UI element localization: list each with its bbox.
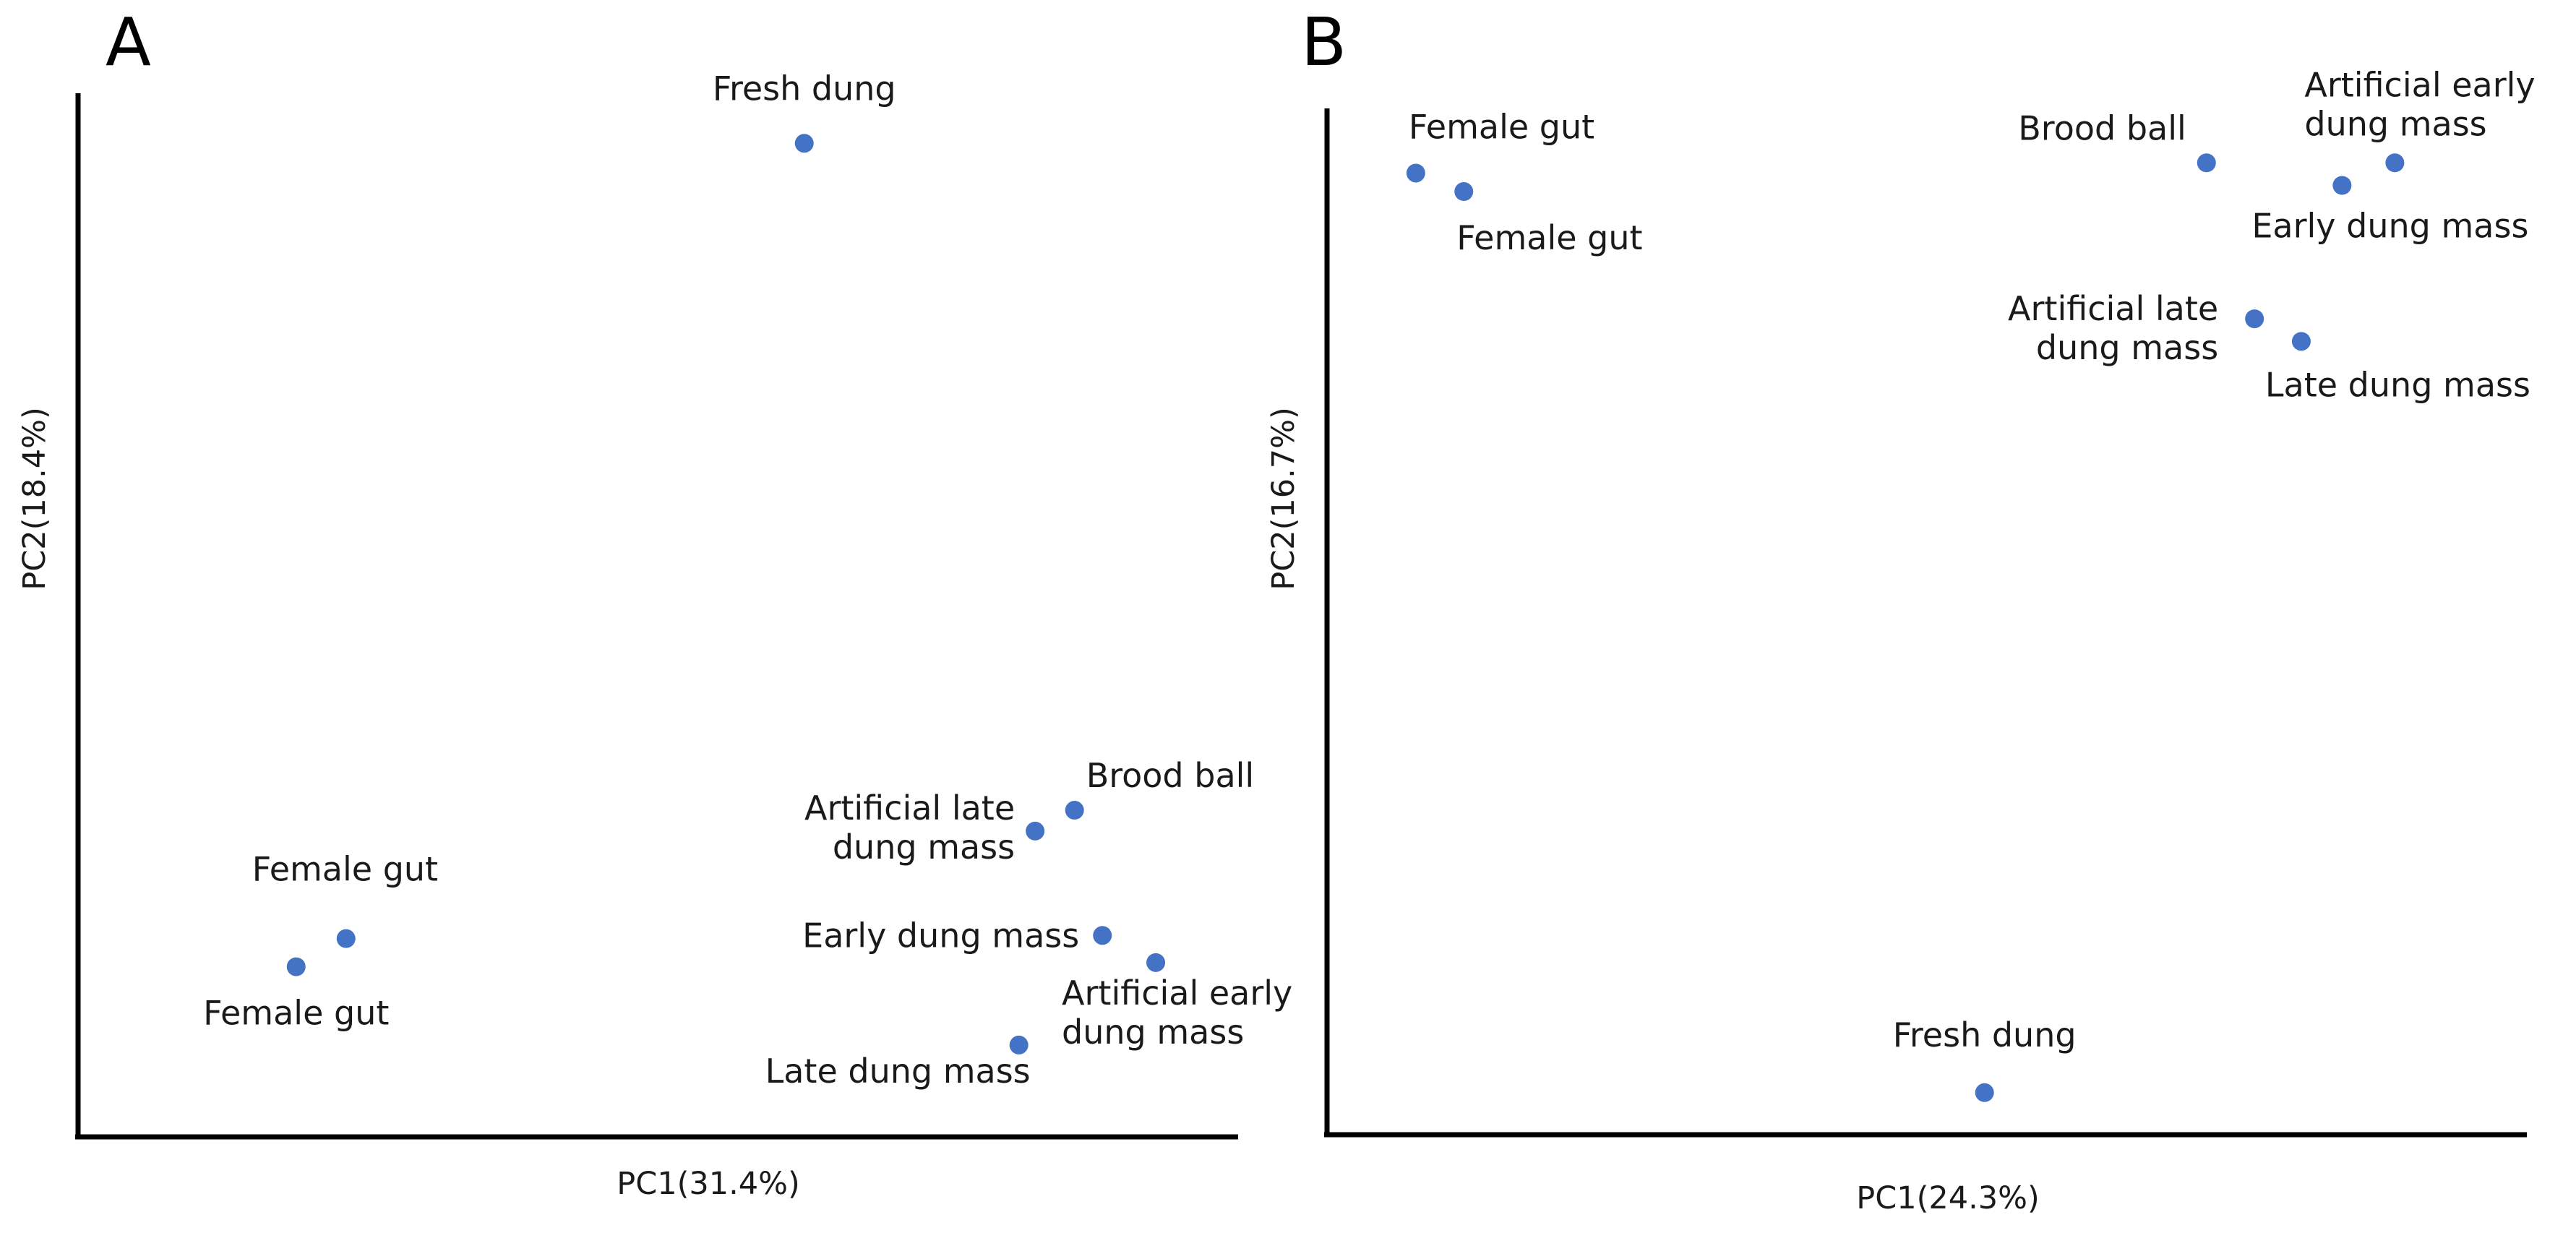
panel-a-point-label-3: Early dung mass (802, 916, 1079, 955)
panel-b-point-0 (1406, 163, 1425, 183)
panel-b-point-7 (1975, 1083, 1994, 1102)
panel-b-point-label-4-line-0: Early dung mass (2251, 207, 2528, 246)
panel-b-point-6 (2291, 332, 2311, 351)
panel-b-points (1406, 153, 2405, 1102)
panel-a-point-2 (1026, 821, 1045, 841)
panel-a-point-label-1: Brood ball (1086, 756, 1255, 795)
panel-a-point-label-0: Fresh dung (713, 69, 896, 108)
panel-b-point-label-3-line-1: dung mass (2304, 104, 2486, 143)
panel-b-point-label-1-line-0: Female gut (1456, 218, 1642, 257)
panel-a-point-4 (1146, 953, 1166, 972)
panel-a-point-label-3-line-0: Early dung mass (802, 916, 1079, 955)
panel-b-point-label-5: Artificial late dung mass (2008, 289, 2218, 367)
panel-a-point-label-4-line-0: Artificial early (1062, 974, 1292, 1013)
panel-a-point-label-6: Female gut (252, 850, 438, 889)
panel-a-point-label-0-line-0: Fresh dung (713, 69, 896, 108)
panel-b-point-label-3: Artificial early dung mass (2304, 65, 2535, 143)
panel-a-point-label-2: Artificial late dung mass (804, 789, 1015, 867)
panel-a-point-5 (1009, 1035, 1029, 1054)
panel-a-point-0 (794, 134, 814, 153)
panel-b-point-2 (2197, 153, 2216, 173)
panel-b-point-label-6: Late dung mass (2265, 365, 2530, 404)
panel-b-labels: Female gut Female gut Brood ball Artificial… (1409, 65, 2536, 1054)
panel-b-point-label-7: Fresh dung (1893, 1015, 2077, 1054)
panel-b-point-3 (2385, 153, 2405, 173)
panel-a-letter: A (106, 4, 151, 81)
panel-b-y-axis-label: PC2(16.7%) (1266, 407, 1302, 590)
panel-b-point-label-6-line-0: Late dung mass (2265, 365, 2530, 404)
panel-a-x-axis-label: PC1(31.4%) (617, 1166, 799, 1202)
panel-a-point-label-4: Artificial early dung mass (1062, 974, 1292, 1052)
panel-a-point-label-7-line-0: Female gut (203, 994, 389, 1033)
panel-b-point-label-0: Female gut (1409, 107, 1594, 146)
panel-a-point-label-5: Late dung mass (765, 1052, 1031, 1091)
panel-b-point-label-0-line-0: Female gut (1409, 107, 1594, 146)
panel-a-point-7 (286, 957, 306, 976)
panel-b-point-label-2: Brood ball (2018, 108, 2186, 147)
panel-b-point-label-1: Female gut (1456, 218, 1642, 257)
panel-b-x-axis-label: PC1(24.3%) (1856, 1180, 2039, 1216)
panel-a-y-axis-label: PC2(18.4%) (17, 407, 53, 590)
panel-b-point-label-5-line-0: Artificial late (2008, 289, 2218, 328)
panel-a-point-label-4-line-1: dung mass (1062, 1013, 1244, 1052)
panel-b-point-4 (2332, 176, 2352, 195)
panel-a-point-label-6-line-0: Female gut (252, 850, 438, 889)
panel-a-point-6 (336, 929, 356, 948)
panel-a-point-1 (1065, 801, 1084, 820)
panel-a: A PC1(31.4%) PC2(18.4%) Fresh dung Brood … (17, 4, 1292, 1202)
panel-b: B PC1(24.3%) PC2(16.7%) Female gutFemale… (1266, 4, 2536, 1216)
panel-a-point-label-7: Female gut (203, 994, 389, 1033)
panel-b-point-1 (1454, 182, 1474, 202)
panel-a-point-label-5-line-0: Late dung mass (765, 1052, 1031, 1091)
panel-b-letter: B (1301, 4, 1347, 81)
panel-a-point-3 (1093, 926, 1112, 945)
panel-b-point-label-3-line-0: Artificial early (2304, 65, 2535, 104)
panel-a-point-label-2-line-1: dung mass (833, 828, 1015, 867)
panel-b-point-label-4: Early dung mass (2251, 207, 2528, 246)
panel-b-point-label-5-line-1: dung mass (2036, 328, 2218, 367)
panel-b-point-5 (2245, 309, 2264, 329)
panel-b-point-label-2-line-0: Brood ball (2018, 108, 2186, 147)
panel-a-points (286, 134, 1166, 1054)
panel-a-point-label-2-line-0: Artificial late (804, 789, 1015, 828)
panel-a-point-label-1-line-0: Brood ball (1086, 756, 1255, 795)
panel-b-point-label-7-line-0: Fresh dung (1893, 1015, 2077, 1054)
